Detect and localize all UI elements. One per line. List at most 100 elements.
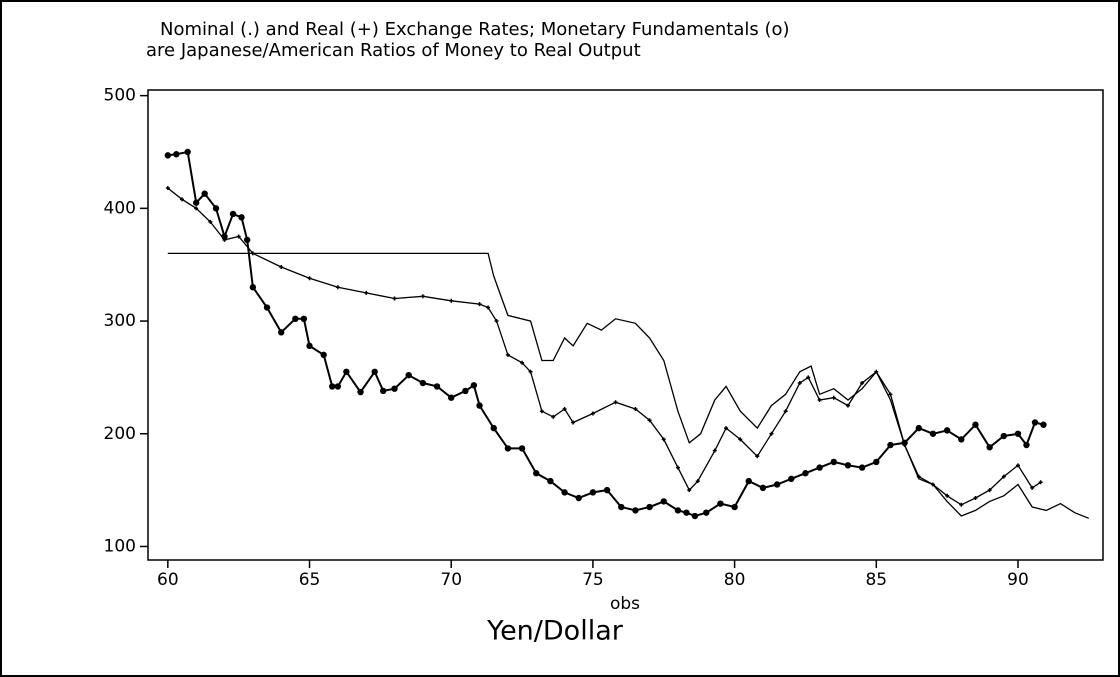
chart-subtitle: are Japanese/American Ratios of Money to… [146, 40, 641, 61]
point [972, 421, 979, 428]
point [759, 484, 767, 492]
point [221, 233, 228, 240]
point [724, 426, 729, 431]
point [830, 458, 837, 466]
caption: Yen/Dollar [486, 616, 624, 647]
point [433, 383, 441, 390]
point [391, 385, 398, 392]
point [858, 464, 866, 471]
point [959, 502, 964, 507]
point [212, 205, 220, 212]
point [695, 479, 700, 484]
point [300, 315, 308, 323]
x-tick-label: 80 [724, 570, 746, 590]
point [915, 424, 923, 432]
point [449, 298, 454, 303]
point [683, 509, 690, 516]
point [901, 439, 908, 446]
point [335, 285, 340, 290]
point [618, 503, 625, 511]
point [691, 512, 699, 520]
series-line [167, 252, 1090, 519]
point [788, 475, 795, 483]
point [1031, 419, 1039, 426]
point [547, 477, 554, 485]
y-tick-label: 300 [104, 311, 136, 331]
point [860, 381, 865, 386]
point [343, 368, 350, 375]
x-tick-label: 60 [157, 570, 179, 590]
point [929, 430, 937, 437]
point [943, 427, 951, 434]
point [562, 406, 567, 411]
point [1023, 441, 1030, 449]
point [661, 437, 666, 442]
point [873, 458, 880, 466]
point [405, 371, 412, 379]
x-tick-label: 65 [299, 570, 321, 590]
point [717, 500, 724, 507]
point [505, 352, 510, 357]
point [802, 470, 809, 477]
point [243, 236, 251, 244]
point [845, 403, 850, 408]
point [533, 470, 540, 477]
point [194, 206, 199, 211]
point [1038, 480, 1043, 485]
x-axis-label: obs [610, 594, 640, 614]
point [712, 448, 717, 453]
x-tick-label: 85 [865, 570, 887, 590]
point [675, 465, 680, 470]
point [528, 369, 533, 374]
point [831, 395, 836, 400]
point [930, 482, 935, 487]
point [371, 368, 378, 375]
point [603, 486, 611, 494]
series-line [167, 187, 1042, 506]
point [486, 305, 491, 310]
point [307, 276, 312, 281]
point [973, 496, 978, 501]
point [208, 219, 213, 224]
point [731, 503, 738, 511]
point [874, 369, 879, 374]
point [816, 464, 823, 471]
point [164, 152, 172, 159]
point [687, 488, 692, 493]
point [632, 507, 639, 514]
point [769, 431, 774, 436]
point [589, 489, 597, 496]
point [236, 234, 241, 239]
point [477, 302, 482, 307]
point [745, 477, 752, 485]
point [173, 151, 180, 158]
y-tick-label: 500 [104, 86, 136, 106]
point [987, 488, 992, 493]
point [494, 319, 499, 324]
point [518, 445, 526, 452]
point [1040, 421, 1047, 428]
point [945, 493, 950, 498]
point [420, 294, 425, 299]
point [279, 264, 284, 269]
point [1015, 463, 1020, 468]
point [986, 444, 993, 451]
point [773, 481, 781, 488]
point [817, 397, 822, 402]
point [1014, 430, 1022, 437]
point [490, 424, 497, 432]
point [192, 199, 200, 206]
point [1001, 474, 1006, 479]
point [647, 418, 652, 423]
point [306, 342, 313, 350]
point [328, 383, 336, 390]
point [571, 420, 576, 425]
point [575, 494, 582, 502]
point [238, 214, 245, 221]
point [180, 197, 185, 202]
y-tick-label: 100 [104, 536, 136, 556]
point [277, 329, 285, 336]
chart-title: Nominal (.) and Real (+) Exchange Rates;… [160, 19, 790, 40]
